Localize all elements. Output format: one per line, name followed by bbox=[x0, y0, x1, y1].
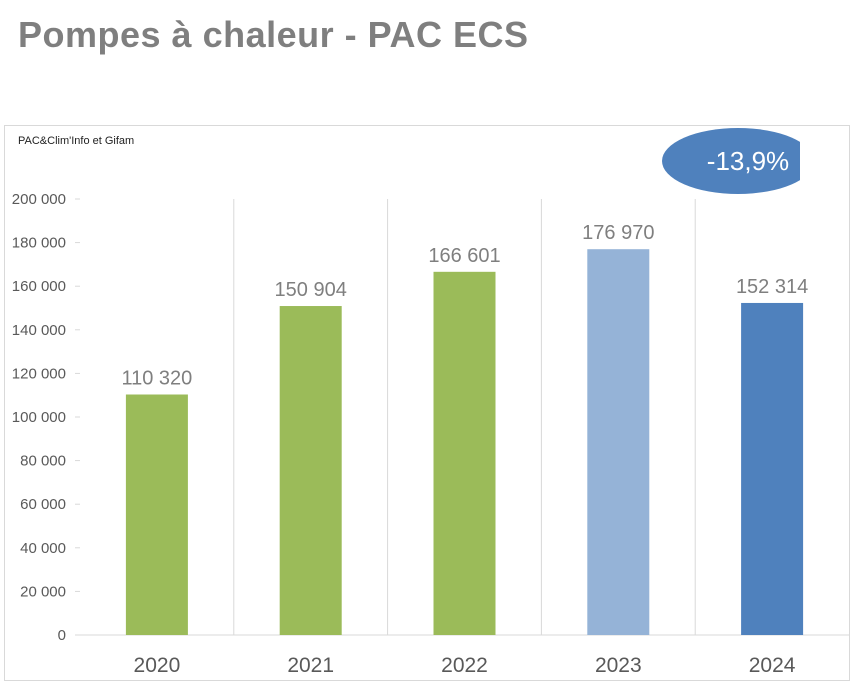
x-tick-label: 2023 bbox=[595, 654, 642, 677]
change-badge: -13,9% bbox=[662, 128, 800, 194]
y-tick-label: 60 000 bbox=[20, 496, 66, 513]
x-tick-label: 2024 bbox=[749, 654, 796, 677]
data-label-2022: 166 601 bbox=[428, 245, 500, 267]
chart-source: PAC&Clim'Info et Gifam bbox=[18, 135, 135, 147]
chart-frame bbox=[4, 125, 850, 681]
data-label-2020: 110 320 bbox=[121, 368, 192, 390]
data-label-2021: 150 904 bbox=[275, 279, 347, 301]
y-tick-label: 140 000 bbox=[12, 322, 66, 339]
x-tick-label: 2022 bbox=[441, 654, 488, 677]
y-tick-label: 100 000 bbox=[12, 409, 66, 426]
bar-2023 bbox=[587, 249, 650, 636]
x-tick-label: 2020 bbox=[134, 654, 181, 677]
x-tick-label: 2021 bbox=[287, 654, 334, 677]
y-tick-label: 200 000 bbox=[12, 191, 66, 208]
data-label-2024: 152 314 bbox=[736, 276, 808, 298]
badge-text: -13,9% bbox=[707, 146, 789, 176]
bar-2020 bbox=[125, 394, 188, 635]
data-label-2023: 176 970 bbox=[582, 222, 654, 244]
bar-2022 bbox=[433, 271, 496, 635]
y-tick-label: 80 000 bbox=[20, 453, 66, 470]
y-tick-label: 20 000 bbox=[20, 583, 66, 600]
y-tick-label: 40 000 bbox=[20, 540, 66, 557]
bar-2021 bbox=[279, 306, 342, 635]
y-tick-label: 180 000 bbox=[12, 235, 66, 252]
bar-2024 bbox=[741, 302, 804, 635]
y-tick-label: 120 000 bbox=[12, 365, 66, 382]
y-tick-label: 160 000 bbox=[12, 278, 66, 295]
badge-ellipse bbox=[662, 128, 800, 194]
y-tick-label: 0 bbox=[58, 627, 66, 644]
page-title: Pompes à chaleur - PAC ECS bbox=[18, 14, 529, 55]
